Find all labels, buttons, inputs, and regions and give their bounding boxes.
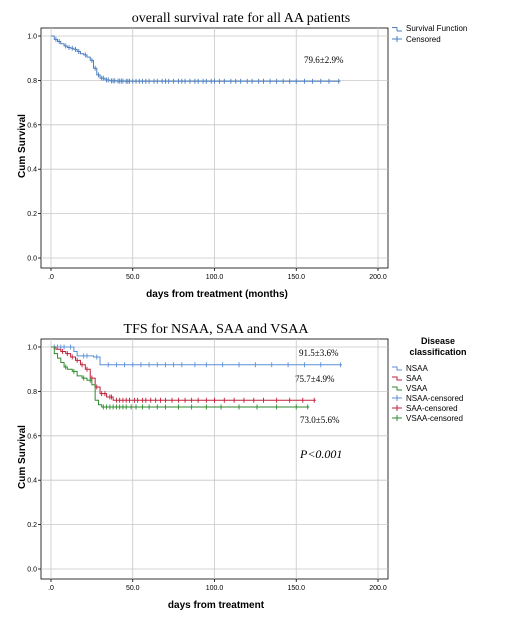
x-tick-label: 200.0 bbox=[369, 274, 387, 281]
legend-label-survival: Survival Function bbox=[406, 24, 467, 33]
legend-entry-vsaa: VSAA bbox=[392, 384, 428, 393]
chart1-title: overall survival rate for all AA patient… bbox=[132, 11, 351, 26]
y-tick-label: 0.6 bbox=[27, 433, 37, 440]
x-tick-label: 200.0 bbox=[369, 585, 387, 592]
legend-label-saa: SAA bbox=[406, 374, 423, 383]
plot-area: .0 50.0 100.0 150.0 200.0 0.0 0.2 0.4 0.6 0.8 1.0 bbox=[27, 338, 389, 592]
chart2-ylabel: Cum Survival bbox=[17, 425, 28, 489]
legend-entry-nsaa: NSAA bbox=[392, 364, 428, 373]
y-tick-label: 0.0 bbox=[27, 567, 37, 574]
x-tick-label: .0 bbox=[48, 274, 54, 281]
y-tick-label: 0.2 bbox=[27, 211, 37, 218]
series-line-survival-function bbox=[51, 35, 341, 82]
x-tick-label: 150.0 bbox=[287, 274, 305, 281]
chart2-pvalue: P<0.001 bbox=[299, 447, 342, 461]
legend-swatch bbox=[392, 405, 402, 411]
legend-label-saa-censored: SAA-censored bbox=[406, 404, 458, 413]
chart-tfs: TFS for NSAA, SAA and VSAA Cum Survival … bbox=[17, 322, 467, 611]
y-tick-label: 0.0 bbox=[27, 256, 37, 263]
legend-label-nsaa: NSAA bbox=[406, 364, 428, 373]
y-tick-label: 0.4 bbox=[27, 478, 37, 485]
plot-area: .0 50.0 100.0 150.0 200.0 0.0 0.2 0.4 0.6 0.8 1.0 bbox=[27, 27, 389, 281]
legend-entry-vsaa-censored: VSAA-censored bbox=[392, 414, 463, 423]
y-tick-label: 0.4 bbox=[27, 167, 37, 174]
x-tick-label: .0 bbox=[48, 585, 54, 592]
legend-swatch bbox=[392, 386, 402, 391]
legend-label-nsaa-censored: NSAA-censored bbox=[406, 394, 463, 403]
y-tick-label: 0.2 bbox=[27, 522, 37, 529]
chart2-title: TFS for NSAA, SAA and VSAA bbox=[124, 322, 310, 337]
x-tick-label: 100.0 bbox=[206, 274, 224, 281]
x-tick-label: 50.0 bbox=[126, 585, 140, 592]
chart-overall-survival: overall survival rate for all AA patient… bbox=[17, 11, 467, 300]
chart2-legend: Disease classification NSAA SAA VSAA NSA… bbox=[392, 336, 467, 423]
legend-title-line1: Disease bbox=[421, 336, 455, 346]
y-tick-label: 1.0 bbox=[27, 34, 37, 41]
legend-label-vsaa-censored: VSAA-censored bbox=[406, 414, 463, 423]
chart1-legend: Survival Function Censored bbox=[392, 24, 467, 44]
y-tick-label: 0.6 bbox=[27, 122, 37, 129]
legend-entry-saa-censored: SAA-censored bbox=[392, 404, 458, 413]
chart2-annotation-nsaa: 91.5±3.6% bbox=[299, 348, 339, 358]
series-line-nsaa bbox=[51, 346, 343, 366]
series-line-saa bbox=[51, 346, 316, 401]
legend-swatch bbox=[392, 395, 402, 401]
y-tick-label: 0.8 bbox=[27, 78, 37, 85]
series-line-vsaa bbox=[51, 346, 310, 408]
legend-entry-nsaa-censored: NSAA-censored bbox=[392, 394, 463, 403]
y-tick-label: 0.8 bbox=[27, 389, 37, 396]
x-tick-label: 100.0 bbox=[206, 585, 224, 592]
legend-label-vsaa: VSAA bbox=[406, 384, 428, 393]
legend-label-censored: Censored bbox=[406, 35, 441, 44]
chart2-xlabel: days from treatment bbox=[168, 600, 265, 611]
chart1-ylabel: Cum Survival bbox=[17, 114, 28, 178]
legend-swatch bbox=[392, 376, 402, 381]
legend-swatch bbox=[392, 415, 402, 421]
x-tick-label: 50.0 bbox=[126, 274, 140, 281]
legend-entry-saa: SAA bbox=[392, 374, 423, 383]
chart1-xlabel: days from treatment (months) bbox=[146, 289, 288, 300]
chart2-annotation-vsaa: 73.0±5.6% bbox=[300, 415, 340, 425]
legend-title-line2: classification bbox=[409, 347, 466, 357]
chart1-annotation: 79.6±2.9% bbox=[304, 55, 344, 65]
chart2-annotation-saa: 75.7±4.9% bbox=[295, 374, 335, 384]
y-tick-label: 1.0 bbox=[27, 345, 37, 352]
x-tick-label: 150.0 bbox=[287, 585, 305, 592]
legend-swatch bbox=[392, 366, 402, 371]
